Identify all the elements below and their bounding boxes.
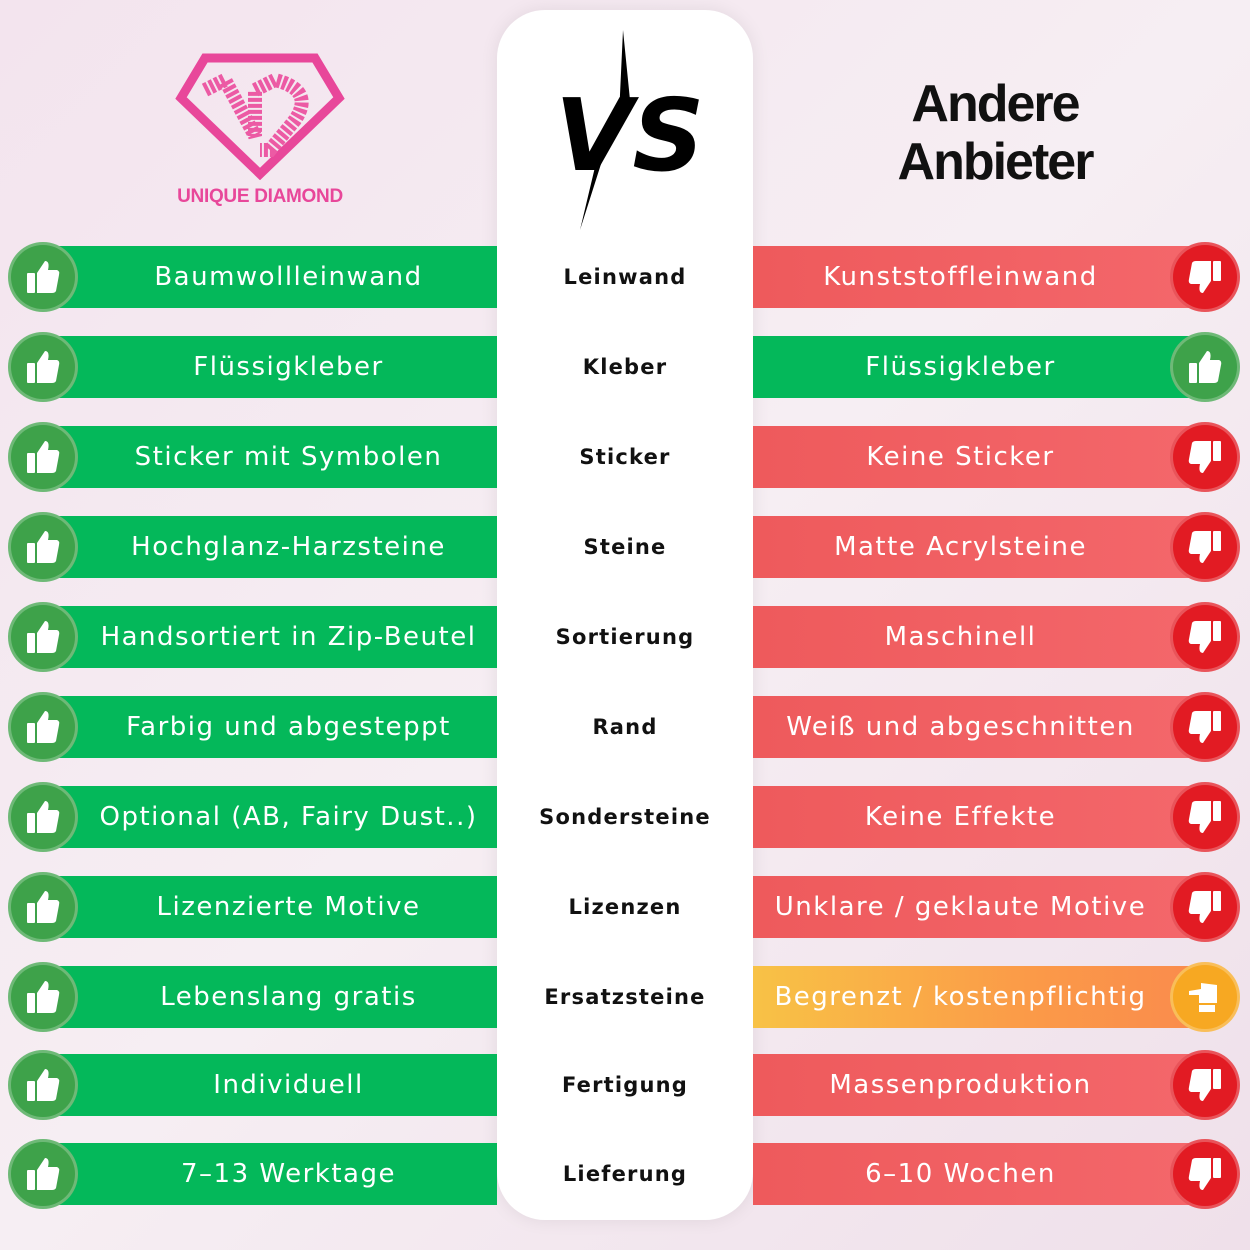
thumbs-down-icon — [1170, 602, 1240, 672]
ours-value: Baumwollleinwand — [40, 246, 497, 308]
theirs-value: Keine Sticker — [753, 426, 1213, 488]
theirs-value: Flüssigkleber — [753, 336, 1213, 398]
thumbs-up-icon — [8, 1139, 78, 1209]
category-label: Lieferung — [562, 1162, 688, 1186]
thumbs-up-icon — [8, 872, 78, 942]
theirs-value: Maschinell — [753, 606, 1213, 668]
brand-name: UNIQUE DIAMOND — [177, 186, 343, 207]
ours-value: Farbig und abgesteppt — [40, 696, 497, 758]
comparison-row: Handsortiert in Zip-Beutel Sortierung Ma… — [0, 592, 1250, 682]
center-panel — [497, 10, 753, 1220]
thumbs-up-icon — [8, 962, 78, 1032]
theirs-value: Weiß und abgeschnitten — [753, 696, 1213, 758]
ours-value: Sticker mit Symbolen — [40, 426, 497, 488]
comparison-row: Flüssigkleber Kleber Flüssigkleber — [0, 322, 1250, 412]
vs-text: VS — [555, 77, 704, 194]
thumbs-down-icon — [1170, 1139, 1240, 1209]
thumbs-up-icon — [8, 1050, 78, 1120]
ours-value: Hochglanz-Harzsteine — [40, 516, 497, 578]
ours-value: Optional (AB, Fairy Dust..) — [40, 786, 497, 848]
category-label: Sticker — [579, 445, 671, 469]
thumbs-down-icon — [1170, 782, 1240, 852]
thumbs-down-icon — [1170, 872, 1240, 942]
comparison-row: Sticker mit Symbolen Sticker Keine Stick… — [0, 412, 1250, 502]
thumbs-down-icon — [1170, 242, 1240, 312]
ours-value: Individuell — [40, 1054, 497, 1116]
thumbs-up-icon — [8, 692, 78, 762]
category-label: Lizenzen — [568, 895, 682, 919]
comparison-row: Hochglanz-Harzsteine Steine Matte Acryls… — [0, 502, 1250, 592]
diamond-logo-icon — [175, 53, 345, 181]
brand-logo: UNIQUE DIAMOND — [160, 50, 360, 208]
thumbs-up-icon — [8, 512, 78, 582]
category-label: Sortierung — [555, 625, 695, 649]
theirs-value: Kunststoffleinwand — [753, 246, 1213, 308]
lightning-icon — [580, 30, 631, 230]
theirs-value: Keine Effekte — [753, 786, 1213, 848]
comparison-row: Lebenslang gratis Ersatzsteine Begrenzt … — [0, 952, 1250, 1042]
theirs-value: Unklare / geklaute Motive — [753, 876, 1213, 938]
ours-value: Lizenzierte Motive — [40, 876, 497, 938]
thumbs-down-icon — [1170, 512, 1240, 582]
category-label: Steine — [583, 535, 667, 559]
comparison-row: 7–13 Werktage Lieferung 6–10 Wochen — [0, 1129, 1250, 1219]
thumbs-up-icon — [8, 332, 78, 402]
category-label: Fertigung — [561, 1073, 689, 1097]
ours-value: Handsortiert in Zip-Beutel — [40, 606, 497, 668]
thumbs-down-icon — [1170, 1050, 1240, 1120]
thumbs-down-icon — [1170, 692, 1240, 762]
ours-value: Flüssigkleber — [40, 336, 497, 398]
category-label: Ersatzsteine — [544, 985, 706, 1009]
comparison-row: Farbig und abgesteppt Rand Weiß und abge… — [0, 682, 1250, 772]
category-label: Rand — [592, 715, 658, 739]
comparison-row: Individuell Fertigung Massenproduktion — [0, 1040, 1250, 1130]
category-label: Leinwand — [563, 265, 687, 289]
thumbs-up-icon — [8, 422, 78, 492]
ours-value: 7–13 Werktage — [40, 1143, 497, 1205]
thumbs-down-icon — [1170, 422, 1240, 492]
thumbs-up-icon — [8, 242, 78, 312]
theirs-value: Matte Acrylsteine — [753, 516, 1213, 578]
comparison-row: Optional (AB, Fairy Dust..) Sondersteine… — [0, 772, 1250, 862]
thumbs-up-icon — [1170, 332, 1240, 402]
theirs-value: 6–10 Wochen — [753, 1143, 1213, 1205]
theirs-value: Begrenzt / kostenpflichtig — [753, 966, 1213, 1028]
theirs-value: Massenproduktion — [753, 1054, 1213, 1116]
thumbs-up-icon — [8, 602, 78, 672]
ours-value: Lebenslang gratis — [40, 966, 497, 1028]
hand-sideways-icon — [1170, 962, 1240, 1032]
comparison-row: Lizenzierte Motive Lizenzen Unklare / ge… — [0, 862, 1250, 952]
category-label: Sondersteine — [539, 805, 711, 829]
competitor-title: Andere Anbieter — [897, 75, 1095, 191]
vs-graphic: VS — [545, 30, 705, 230]
category-label: Kleber — [582, 355, 668, 379]
comparison-row: Baumwollleinwand Leinwand Kunststofflein… — [0, 232, 1250, 322]
thumbs-up-icon — [8, 782, 78, 852]
